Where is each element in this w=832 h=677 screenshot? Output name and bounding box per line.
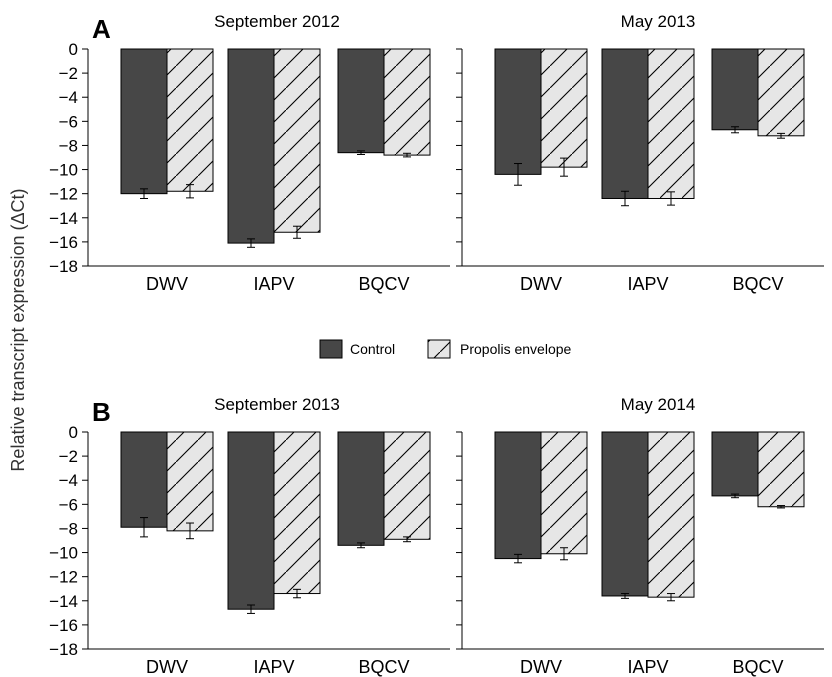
- panel-letter: A: [92, 14, 111, 44]
- y-tick-label: −16: [49, 233, 78, 252]
- chart-panel-3: September 2013 B0 −2 −4 −6 −8 −10 −12 −14 −16 −18 D…: [49, 395, 450, 677]
- legend-label-propolis: Propolis envelope: [460, 341, 572, 357]
- bar-propolis-iapv: [273, 431, 321, 595]
- y-tick-label: −12: [49, 185, 78, 204]
- chart-panel-2: May 2013 DWV IAPV BQCV: [456, 12, 824, 294]
- bar-propolis-iapv: [647, 48, 695, 199]
- bar-control-iapv: [227, 431, 275, 610]
- y-tick-label: 0: [69, 423, 78, 442]
- y-tick-label: −18: [49, 640, 78, 659]
- y-tick-label: −18: [49, 257, 78, 276]
- x-category-label: BQCV: [732, 274, 783, 294]
- legend-label-control: Control: [350, 341, 395, 357]
- x-category-label: IAPV: [627, 657, 668, 677]
- bar-propolis-dwv: [540, 48, 588, 168]
- bar-control-dwv: [120, 431, 168, 528]
- y-tick-label: −10: [49, 544, 78, 563]
- x-category-label: DWV: [146, 274, 188, 294]
- bar-propolis-iapv: [647, 431, 695, 598]
- chart-panels: September 2012A0−2−4−6−8−10−12−14−16−18D…: [49, 12, 824, 677]
- bar-control-bqcv: [337, 431, 385, 546]
- x-category-label: DWV: [146, 657, 188, 677]
- y-tick-label: −4: [59, 88, 78, 107]
- y-tick-label: 0: [69, 40, 78, 59]
- y-tick-label: −16: [49, 616, 78, 635]
- bar-control-dwv: [494, 431, 542, 560]
- bar-propolis-bqcv: [383, 431, 431, 540]
- x-category-label: BQCV: [732, 657, 783, 677]
- bar-propolis-bqcv: [383, 48, 431, 156]
- bar-control-iapv: [227, 48, 275, 244]
- panel-letter: B: [92, 397, 111, 427]
- legend-swatch-control: [319, 339, 343, 359]
- y-tick-label: −6: [59, 495, 78, 514]
- bar-propolis-bqcv: [757, 48, 805, 137]
- x-category-label: IAPV: [253, 274, 294, 294]
- y-tick-label: −10: [49, 161, 78, 180]
- bar-control-iapv: [601, 48, 649, 199]
- x-category-label: DWV: [520, 657, 562, 677]
- panel-title: September 2012: [214, 12, 340, 31]
- y-tick-label: −6: [59, 112, 78, 131]
- bar-propolis-dwv: [540, 431, 588, 555]
- bar-control-bqcv: [337, 48, 385, 154]
- x-category-label: BQCV: [358, 657, 409, 677]
- y-tick-label: −14: [49, 592, 78, 611]
- y-tick-label: −14: [49, 209, 78, 228]
- bar-propolis-bqcv: [757, 431, 805, 508]
- chart-panel-4: May 2014 DWV IAPV BQCV: [456, 395, 824, 677]
- x-category-label: IAPV: [627, 274, 668, 294]
- y-tick-label: −12: [49, 568, 78, 587]
- y-tick-label: −2: [59, 64, 78, 83]
- x-category-label: DWV: [520, 274, 562, 294]
- y-tick-label: −8: [59, 519, 78, 538]
- panel-title: September 2013: [214, 395, 340, 414]
- bar-propolis-dwv: [166, 431, 214, 532]
- y-tick-label: −8: [59, 136, 78, 155]
- panel-title: May 2014: [621, 395, 696, 414]
- y-axis-label: Relative transcript expression (ΔCt): [8, 188, 28, 471]
- x-category-label: IAPV: [253, 657, 294, 677]
- chart-panel-1: September 2012 A0 −2 −4 −6 −8 −10 −12 −14 −16 −18 D…: [49, 12, 450, 294]
- y-tick-label: −2: [59, 447, 78, 466]
- legend-swatch-propolis: [427, 339, 451, 359]
- bar-control-iapv: [601, 431, 649, 597]
- bar-control-bqcv: [711, 431, 759, 497]
- bar-propolis-iapv: [273, 48, 321, 233]
- y-tick-label: −4: [59, 471, 78, 490]
- panel-title: May 2013: [621, 12, 696, 31]
- bar-control-bqcv: [711, 48, 759, 131]
- bar-control-dwv: [494, 48, 542, 175]
- bar-control-dwv: [120, 48, 168, 195]
- bar-propolis-dwv: [166, 48, 214, 192]
- x-category-label: BQCV: [358, 274, 409, 294]
- legend: Control Propolis envelope: [319, 339, 572, 359]
